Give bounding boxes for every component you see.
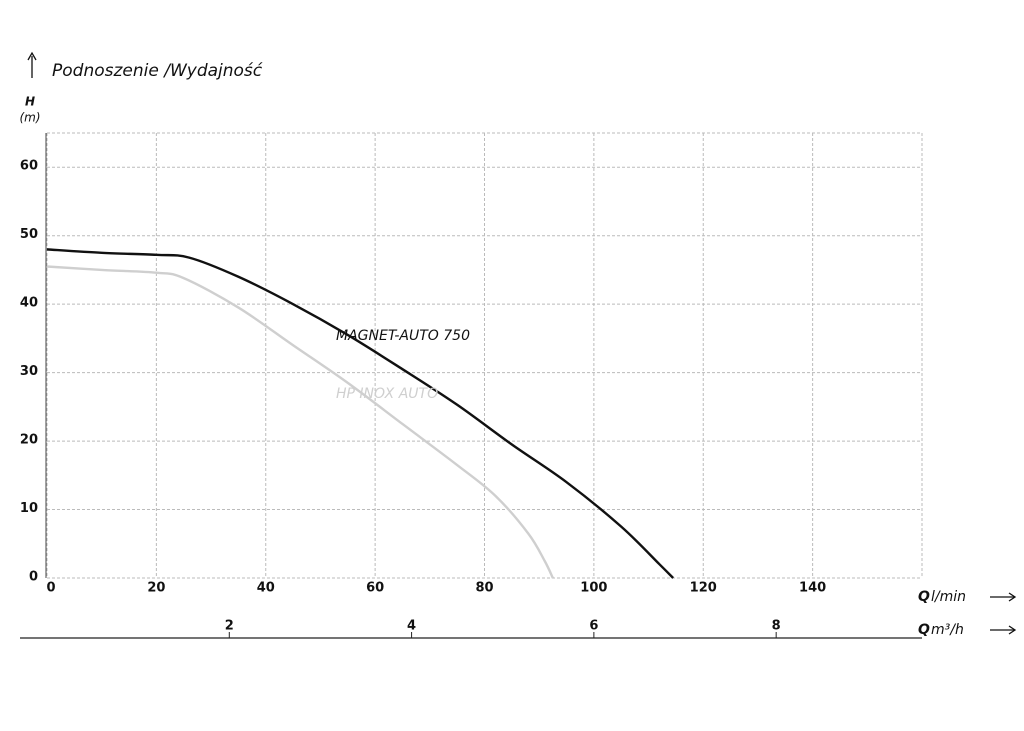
x-tick-label: 100 (580, 581, 607, 596)
series-line (46, 265, 554, 579)
x-label: Q (918, 589, 930, 605)
y-tick-label: 40 (20, 296, 38, 311)
x2-label: Q (918, 622, 930, 638)
x2-tick-label: 2 (225, 619, 234, 634)
chart-title: Podnoszenie /Wydajność (52, 61, 263, 81)
y-tick-label: 20 (20, 433, 38, 448)
x-tick-label: 20 (147, 581, 165, 596)
y-arrow-head (27, 51, 37, 61)
y-tick-label: 50 (20, 227, 38, 242)
x-tick-label: 140 (799, 581, 826, 596)
x-tick-label: 0 (46, 581, 55, 596)
x-tick-label: 80 (475, 581, 493, 596)
x2-tick-label: 8 (772, 619, 781, 634)
x2-tick-label: 4 (407, 619, 416, 634)
x2-unit: m³/h (931, 622, 964, 638)
y-tick-label: 10 (20, 501, 38, 516)
x-unit: l/min (931, 589, 966, 605)
y-tick-label: 0 (29, 570, 38, 585)
y-tick-label: 60 (20, 159, 38, 174)
series-line (46, 248, 675, 579)
x-tick-label: 120 (690, 581, 717, 596)
y-unit: (m) (19, 111, 40, 125)
series-label: MAGNET-AUTO 750 (336, 328, 470, 344)
x-arrows (990, 592, 1017, 635)
x-tick-label: 40 (257, 581, 275, 596)
y-tick-label: 30 (20, 364, 38, 379)
y-label: H (25, 95, 35, 109)
x2-tick-label: 6 (589, 619, 598, 634)
x-tick-label: 60 (366, 581, 384, 596)
series-label: HP INOX AUTO (336, 386, 438, 402)
